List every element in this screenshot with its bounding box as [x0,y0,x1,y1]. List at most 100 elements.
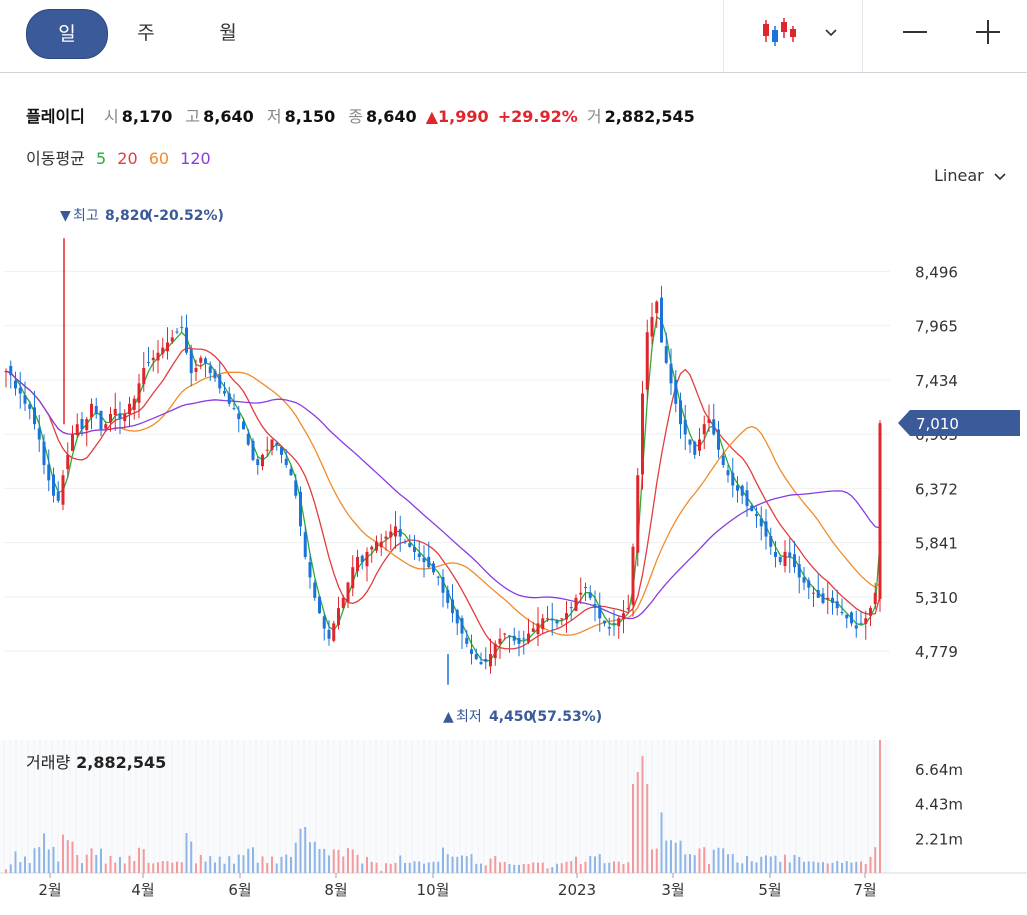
candle-body [626,608,630,610]
candle-body [109,413,112,423]
volume-bar [793,854,796,873]
candlestick-icon [763,18,796,46]
volume-tick-label: 4.43m [915,796,963,814]
volume-bar [480,863,482,873]
x-tick-label: 10월 [417,881,450,899]
volume-bar [423,863,425,873]
candle-body [783,551,787,567]
volume-bar [755,862,758,873]
volume-bar [389,863,392,873]
candle-body [213,370,217,379]
candle-body [498,638,502,644]
candle-body [289,469,293,476]
volume-bar [100,848,102,873]
volume-bar [237,854,240,873]
volume-value: 2,882,545 [604,107,695,126]
ma-60-line [5,370,881,636]
period-day-button[interactable]: 일 [26,9,108,59]
scale-selector[interactable]: Linear [934,166,1008,185]
candle-body [313,582,317,598]
candle-body [166,342,169,352]
volume-bar [142,849,145,873]
chart-type-button[interactable] [748,10,848,54]
volume-bar [242,855,245,873]
volume-bar [665,840,668,873]
ma-20-label: 20 [117,149,138,168]
volume-bar [280,856,283,873]
low-label: 저 [266,107,282,126]
zoom-in-button[interactable] [968,10,1008,54]
candle-body [584,586,587,588]
period-week-button[interactable]: 주 [137,22,155,44]
volume-bar [437,861,440,873]
volume-bar [356,854,359,873]
candle-body [180,327,184,329]
candle-body [645,332,649,390]
volume-bar [508,863,511,873]
candle-body [565,613,568,620]
volume-bar [104,863,107,873]
x-tick-label: 2023 [558,881,596,899]
candle-body [797,564,801,578]
candle-body [655,301,659,314]
volume-bar [347,848,349,873]
x-tick-label: 6월 [228,881,251,899]
ma-5-label: 5 [95,149,107,168]
candle-body [503,633,507,635]
volume-bar [765,855,767,873]
candle-body [702,424,706,435]
volume-bar [432,861,435,873]
candle-body [460,618,464,634]
volume-bar [594,856,596,873]
candle-body [479,662,483,665]
zoom-out-button[interactable] [895,10,935,54]
candle-body [99,410,103,430]
candle-body [788,552,792,557]
volume-bar [522,863,525,873]
volume-bar [176,861,178,873]
volume-bar [655,848,658,873]
volume-bar [28,863,31,873]
candle-body [413,546,416,552]
candle-body [403,541,407,543]
candle-body [118,413,122,420]
volume-bar [746,856,748,873]
volume-bar [717,847,720,873]
candle-body [679,400,682,425]
volume-bar [233,863,235,873]
candle-body [308,562,312,578]
candle-body [432,563,435,573]
candle-body [42,441,46,466]
candle-body [294,480,298,496]
candle-body [389,531,393,538]
volume-bar [33,848,36,873]
volume-bar [62,834,64,873]
volume-title-label: 거래량 [26,753,71,772]
candle-body [37,428,41,440]
candle-body [603,620,606,624]
volume-bar [95,854,98,873]
candle-body [151,357,155,361]
candle-body [370,546,374,550]
change-value: 1,990 [438,107,489,126]
period-month-button[interactable]: 월 [219,22,237,44]
volume-bar [788,862,791,873]
volume-bar [85,854,88,873]
volume-bar [228,856,231,873]
volume-bar [461,855,463,873]
candle-body [560,618,564,620]
candle-body [137,383,141,403]
volume-bar [19,862,22,873]
candle-body [394,526,397,537]
candle-body [332,623,336,641]
candle-body [522,638,526,640]
volume-bar [722,848,725,873]
volume-bar [651,849,653,873]
candle-body [793,554,796,568]
volume-bar [712,849,715,873]
x-tick-label: 4월 [131,881,154,899]
volume-bar [556,863,558,873]
candle-body [299,491,302,527]
candle-body [261,454,264,467]
volume-bar [551,867,554,873]
